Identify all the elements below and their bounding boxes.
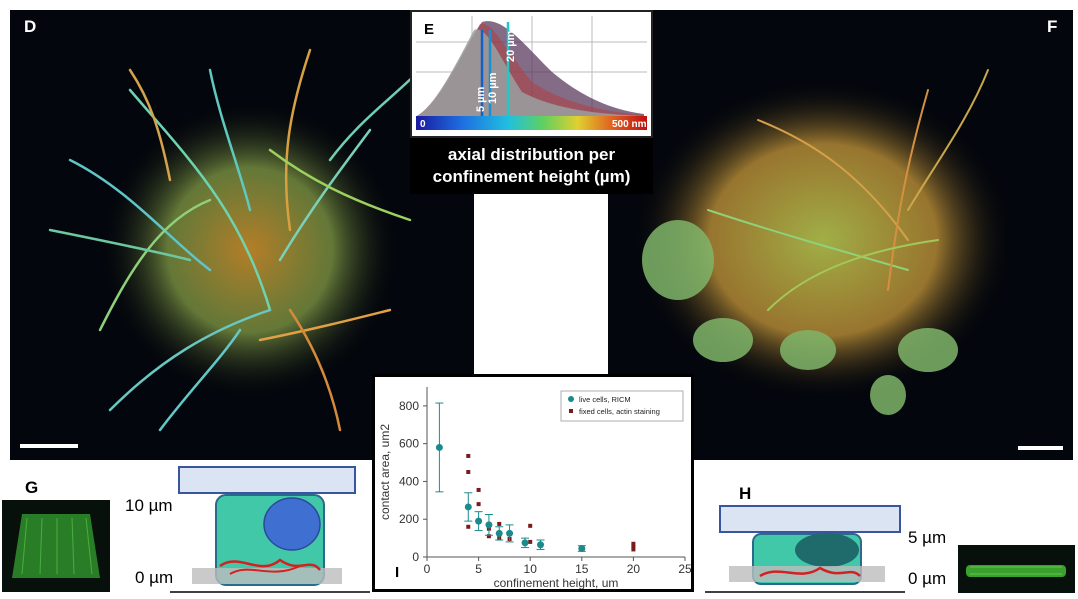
chart-legend	[560, 390, 684, 422]
fixed-cells-point	[476, 502, 481, 507]
live-cells-point	[464, 503, 472, 511]
panel-g-schematic	[170, 466, 370, 593]
legend-fixed-marker	[569, 409, 573, 413]
panel-e-label-5um: 5 µm	[475, 86, 487, 112]
live-cells-point	[475, 517, 483, 525]
panel-h-label: H	[739, 484, 752, 503]
x-tick-label: 20	[627, 562, 641, 576]
panel-d-label: D	[24, 17, 37, 36]
panel-i-label: I	[395, 564, 399, 581]
panel-h-height-top: 5 µm	[908, 528, 947, 547]
fixed-cells-point	[631, 547, 636, 552]
fixed-cells-point	[528, 539, 533, 544]
live-cells-point	[506, 529, 514, 537]
panel-h-schematic	[705, 505, 905, 593]
panel-g-label: G	[25, 478, 39, 497]
panel-h-actin	[759, 566, 861, 578]
panel-g-height-top: 10 µm	[125, 496, 173, 515]
y-tick-label: 400	[399, 474, 419, 488]
legend-live-marker	[568, 396, 574, 402]
panel-d-image	[10, 10, 474, 460]
fixed-cells-point	[476, 487, 481, 492]
panel-i-chart: 0 5 10 15 20 25 0 200 400 600 800 confinement heigh…	[372, 374, 694, 592]
live-cells-point	[495, 529, 503, 537]
panel-g-actin	[219, 558, 321, 571]
live-cells-point	[435, 443, 443, 451]
panel-e-axis-min: 0	[420, 119, 426, 130]
fixed-cells-point	[631, 541, 636, 546]
x-tick-label: 10	[524, 562, 538, 576]
legend-fixed-label: fixed cells, actin staining	[579, 407, 660, 416]
panel-h-height-bottom: 0 µm	[908, 569, 947, 588]
x-tick-label: 5	[475, 562, 482, 576]
fixed-cells-point	[631, 544, 636, 549]
live-cells-point	[537, 541, 545, 549]
panel-f-image	[608, 10, 1073, 460]
panel-h-nucleus	[795, 533, 859, 567]
panel-e-label: E	[424, 21, 434, 38]
fixed-cells-point	[466, 470, 471, 474]
panel-e-caption-line2: confinement height (µm)	[432, 167, 631, 186]
x-tick-label: 0	[424, 562, 431, 576]
live-cells-point	[521, 539, 529, 547]
panel-d-scale-bar	[20, 444, 78, 448]
panel-e-plot: 0 500 nm 5 µm 10 µm 20 µm E	[416, 16, 647, 130]
x-tick-label: 25	[678, 562, 691, 576]
panel-f-actin-render	[633, 69, 1013, 415]
panel-g-nucleus	[263, 497, 321, 551]
panel-e-histogram: 0 500 nm 5 µm 10 µm 20 µm E	[410, 10, 653, 138]
live-cells-point	[578, 545, 586, 552]
legend-live-label: live cells, RICM	[579, 395, 631, 404]
panel-h-xz-image	[958, 545, 1075, 593]
panel-e-caption: axial distribution per confinement heigh…	[410, 138, 653, 194]
panel-h-confiner-plate	[719, 505, 901, 533]
x-tick-label: 15	[575, 562, 589, 576]
panel-e-caption-line1: axial distribution per	[447, 145, 616, 164]
panel-i-chart-svg: 0 5 10 15 20 25 0 200 400 600 800 confinement heigh…	[378, 387, 691, 589]
panel-f-scale-bar	[1018, 446, 1063, 450]
panel-e-label-10um: 10 µm	[487, 72, 499, 104]
y-tick-label: 600	[399, 437, 419, 451]
y-tick-label: 800	[399, 399, 419, 413]
panel-g-confiner-plate	[178, 466, 356, 494]
panel-g-xz-image	[2, 500, 110, 592]
panel-f-label: F	[1047, 17, 1058, 36]
fixed-cells-point	[528, 523, 533, 528]
fixed-cells-point	[466, 453, 471, 458]
panel-e-axis-max: 500 nm	[612, 119, 647, 130]
fixed-cells-point	[466, 524, 471, 529]
x-axis-label: confinement height, um	[494, 576, 619, 589]
y-tick-label: 200	[399, 512, 419, 526]
panel-g-substrate	[192, 568, 342, 584]
fixed-cells-point	[486, 534, 491, 539]
panel-g-height-bottom: 0 µm	[135, 568, 174, 587]
y-axis-label: contact area, um2	[378, 424, 392, 520]
panel-d-actin-render	[48, 48, 422, 432]
panel-e-label-20um: 20 µm	[505, 30, 517, 62]
fixed-cells-point	[497, 521, 502, 526]
live-cells-point	[485, 521, 493, 529]
y-tick-label: 0	[412, 550, 419, 564]
